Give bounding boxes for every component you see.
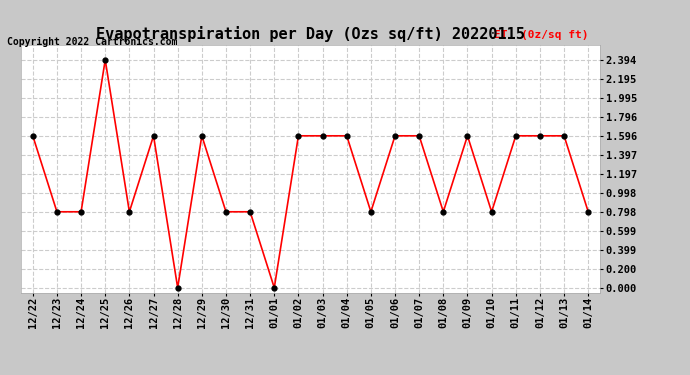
Title: Evapotranspiration per Day (Ozs sq/ft) 20220115: Evapotranspiration per Day (Ozs sq/ft) 2… (96, 27, 525, 42)
Text: Copyright 2022 Cartronics.com: Copyright 2022 Cartronics.com (7, 37, 177, 47)
Text: ET  (0z/sq ft): ET (0z/sq ft) (494, 30, 589, 40)
